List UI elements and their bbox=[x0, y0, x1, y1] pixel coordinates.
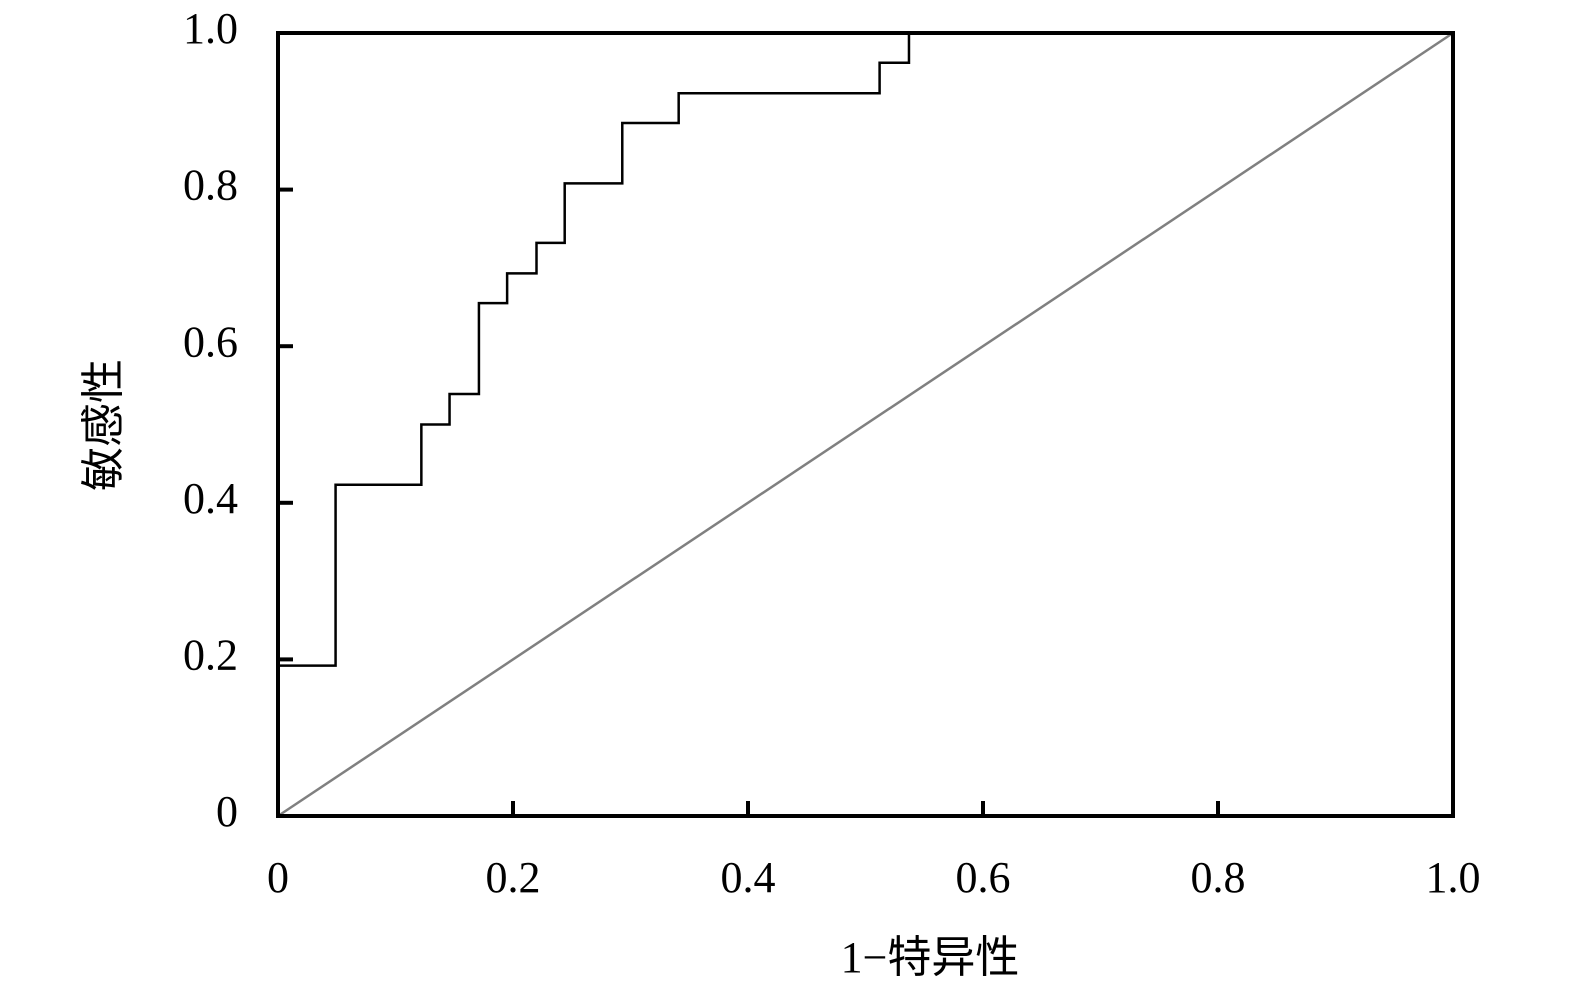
x-axis-label: 1−特异性 bbox=[841, 933, 1020, 982]
x-tick-label: 0.4 bbox=[721, 853, 776, 902]
y-tick-label: 0.2 bbox=[183, 630, 238, 679]
y-tick-label: 0.4 bbox=[183, 474, 238, 523]
x-tick-label: 1.0 bbox=[1426, 853, 1481, 902]
plot-frame bbox=[276, 31, 1455, 818]
y-tick-label: 0 bbox=[216, 787, 238, 836]
x-tick-label: 0 bbox=[267, 853, 289, 902]
series-line bbox=[277, 31, 1454, 818]
y-tick-label: 0.8 bbox=[183, 161, 238, 210]
series-line bbox=[278, 31, 1453, 667]
y-tick-label: 0.6 bbox=[183, 317, 238, 366]
x-tick-label: 0.2 bbox=[486, 853, 541, 902]
x-tick-label: 0.6 bbox=[956, 853, 1011, 902]
x-tick-label: 0.8 bbox=[1191, 853, 1246, 902]
y-axis-label: 敏感性 bbox=[79, 359, 128, 491]
y-tick-label: 1.0 bbox=[183, 4, 238, 53]
